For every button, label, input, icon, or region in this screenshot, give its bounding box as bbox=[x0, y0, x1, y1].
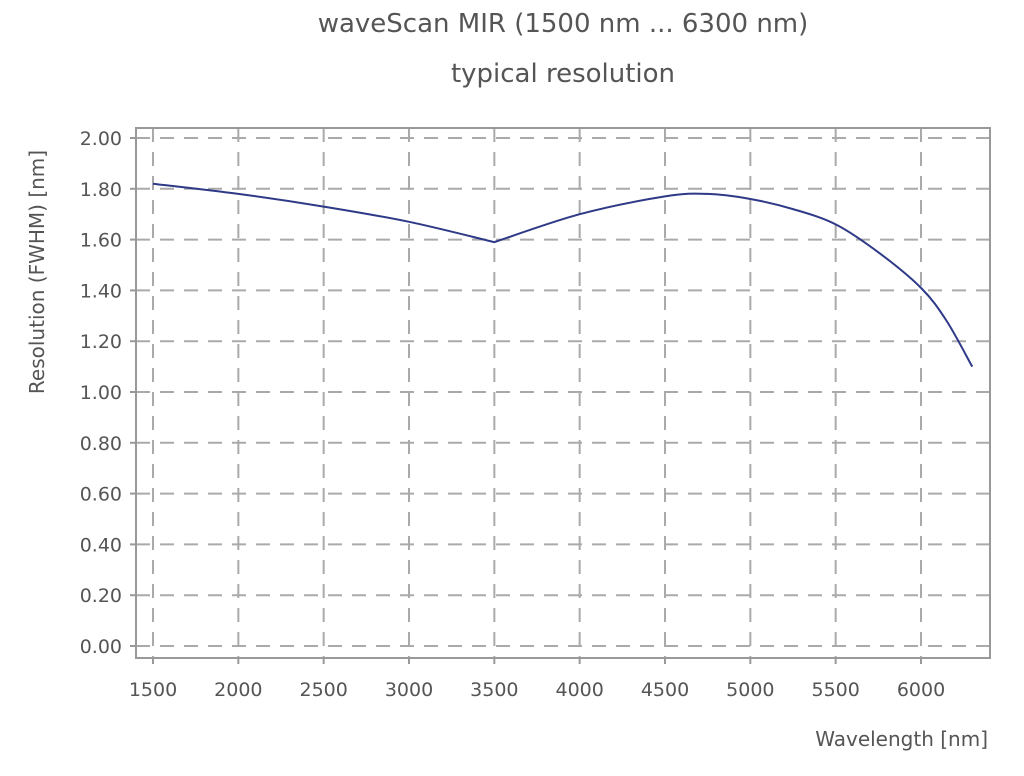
y-tick-label: 1.20 bbox=[80, 331, 122, 353]
y-tick-label: 0.40 bbox=[80, 534, 122, 556]
chart-title: waveScan MIR (1500 nm ... 6300 nm) bbox=[318, 9, 809, 39]
x-axis-label: Wavelength [nm] bbox=[815, 727, 988, 751]
y-tick-label: 2.00 bbox=[80, 128, 122, 150]
y-tick-label: 1.80 bbox=[80, 179, 122, 201]
y-tick-label: 1.60 bbox=[80, 230, 122, 252]
y-tick-label: 0.80 bbox=[80, 433, 122, 455]
y-axis-label: Resolution (FWHM) [nm] bbox=[25, 150, 49, 394]
y-tick-label: 0.60 bbox=[80, 484, 122, 506]
y-tick-label: 0.00 bbox=[80, 636, 122, 658]
x-tick-label: 6000 bbox=[897, 679, 945, 701]
y-tick-label: 1.40 bbox=[80, 280, 122, 302]
x-tick-label: 1500 bbox=[129, 679, 177, 701]
x-tick-label: 2000 bbox=[214, 679, 262, 701]
x-tick-label: 4500 bbox=[641, 679, 689, 701]
x-tick-label: 3000 bbox=[385, 679, 433, 701]
grid bbox=[136, 128, 990, 658]
y-tick-label: 0.20 bbox=[80, 585, 122, 607]
x-tick-label: 4000 bbox=[555, 679, 603, 701]
y-tick-label: 1.00 bbox=[80, 382, 122, 404]
x-axis: 1500 2000 2500 3000 3500 4000 4500 5000 5500 6000 bbox=[129, 658, 945, 701]
y-axis: 0.00 0.20 0.40 0.60 0.80 1.00 1.20 1.40 1.60 1.80… bbox=[80, 128, 136, 658]
x-tick-label: 3500 bbox=[470, 679, 518, 701]
x-tick-label: 2500 bbox=[299, 679, 347, 701]
series-line bbox=[152, 182, 974, 368]
x-tick-label: 5500 bbox=[811, 679, 859, 701]
x-tick-label: 5000 bbox=[726, 679, 774, 701]
chart-subtitle: typical resolution bbox=[451, 59, 675, 89]
